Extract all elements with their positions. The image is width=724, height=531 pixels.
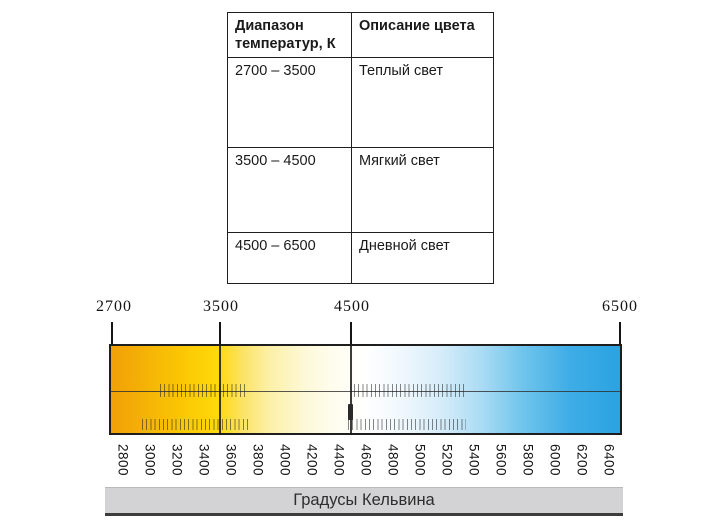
scale-tick-label: 3600 bbox=[223, 443, 239, 477]
scale-label-4500: 4500 bbox=[334, 298, 370, 315]
hatch-ticks bbox=[142, 419, 250, 430]
scale-tick-label: 6000 bbox=[547, 443, 563, 477]
tick-2700 bbox=[111, 322, 113, 345]
scale-tick-label: 3200 bbox=[169, 443, 185, 477]
hatch-ticks bbox=[348, 419, 466, 430]
range-cell: 3500 – 4500 bbox=[227, 147, 352, 234]
scale-tick-label: 2800 bbox=[115, 443, 131, 477]
scale-label-6500: 6500 bbox=[602, 298, 638, 315]
header-temp-range: Диапазон температур, К bbox=[227, 11, 352, 59]
table-row: 3500 – 4500 Мягкий свет bbox=[227, 147, 494, 234]
table-row: 4500 – 6500 Дневной свет bbox=[227, 232, 494, 285]
header-color-description: Описание цвета bbox=[351, 11, 494, 59]
tick-4500 bbox=[350, 322, 352, 345]
description-cell: Дневной свет bbox=[351, 232, 494, 285]
scale-tick-label: 3000 bbox=[142, 443, 158, 477]
tick-3500 bbox=[219, 322, 221, 345]
hatch-ticks bbox=[160, 384, 248, 397]
scale-tick-label: 3800 bbox=[250, 443, 266, 477]
scale-tick-label: 5400 bbox=[466, 443, 482, 477]
scale-tick-label: 5600 bbox=[493, 443, 509, 477]
description-cell: Теплый свет bbox=[351, 57, 494, 149]
scale-tick-label: 5800 bbox=[520, 443, 536, 477]
kelvin-caption-bar: Градусы Кельвина bbox=[105, 487, 623, 516]
scale-tick-label: 4600 bbox=[358, 443, 374, 477]
range-cell: 4500 – 6500 bbox=[227, 232, 352, 285]
scale-tick-label: 5200 bbox=[439, 443, 455, 477]
range-cell: 2700 – 3500 bbox=[227, 57, 352, 149]
reference-marker-4500 bbox=[348, 404, 353, 420]
description-cell: Мягкий свет bbox=[351, 147, 494, 234]
scale-label-3500: 3500 bbox=[203, 298, 239, 315]
scale-tick-label: 3400 bbox=[196, 443, 212, 477]
scale-tick-label: 5000 bbox=[412, 443, 428, 477]
kelvin-caption-text: Градусы Кельвина bbox=[293, 491, 435, 509]
scale-tick-label: 4400 bbox=[331, 443, 347, 477]
bottom-scale-labels: 2800 3000 3200 3400 3600 3800 4000 4200 … bbox=[110, 436, 622, 484]
hatch-ticks bbox=[354, 384, 466, 397]
table-header-row: Диапазон температур, К Описание цвета bbox=[227, 11, 494, 59]
table-row: 2700 – 3500 Теплый свет bbox=[227, 57, 494, 149]
color-temperature-table: Диапазон температур, К Описание цвета 27… bbox=[227, 11, 494, 285]
scale-tick-label: 6400 bbox=[601, 443, 617, 477]
reference-line-4500 bbox=[350, 344, 352, 435]
scale-tick-label: 4000 bbox=[277, 443, 293, 477]
tick-6500 bbox=[619, 322, 621, 345]
scale-tick-label: 4800 bbox=[385, 443, 401, 477]
scale-tick-label: 4200 bbox=[304, 443, 320, 477]
scale-label-2700: 2700 bbox=[96, 298, 132, 315]
scale-tick-label: 6200 bbox=[574, 443, 590, 477]
